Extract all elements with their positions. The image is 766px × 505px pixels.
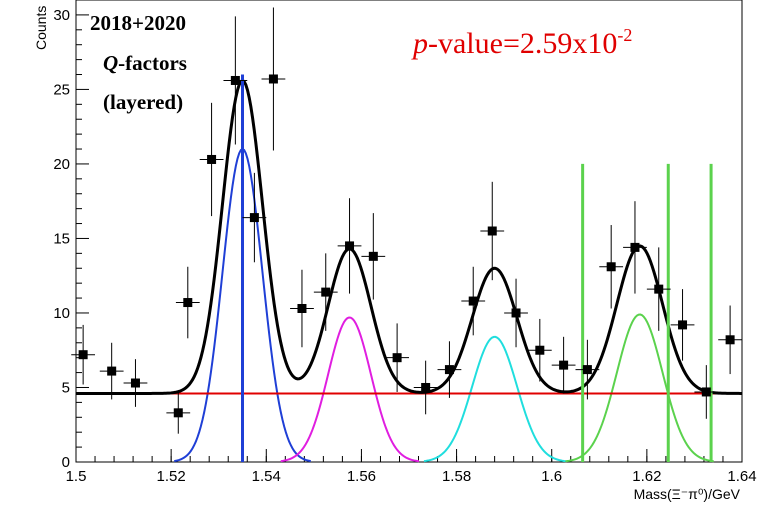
pvalue-label: p-value=2.59x10-2 bbox=[411, 25, 632, 60]
x-tick-label: 1.52 bbox=[157, 468, 186, 485]
point-marker bbox=[421, 382, 431, 392]
y-tick-label: 0 bbox=[62, 454, 70, 471]
data-point bbox=[718, 305, 742, 375]
pvalue-exponent: -2 bbox=[617, 25, 632, 45]
data-point bbox=[123, 359, 148, 407]
x-axis-title: Mass(Ξ⁻π⁰)/GeV bbox=[634, 486, 741, 502]
x-tick-label: 1.5 bbox=[66, 468, 87, 485]
point-marker bbox=[444, 365, 454, 375]
data-point bbox=[71, 324, 96, 385]
point-marker bbox=[582, 365, 592, 375]
data-point bbox=[290, 269, 314, 348]
annotation-q-italic: Q bbox=[103, 51, 118, 75]
pvalue-text: -value=2.59x10 bbox=[428, 27, 617, 60]
data-point bbox=[694, 365, 719, 419]
point-marker bbox=[297, 303, 307, 313]
annotation-line-2: Q-factors bbox=[103, 51, 187, 75]
point-marker bbox=[321, 287, 331, 297]
point-marker bbox=[107, 366, 117, 376]
data-points bbox=[71, 7, 742, 434]
point-marker bbox=[345, 241, 355, 251]
data-point bbox=[575, 339, 600, 400]
point-marker bbox=[183, 298, 193, 308]
point-marker bbox=[559, 360, 569, 370]
data-point bbox=[313, 253, 338, 331]
data-point bbox=[646, 247, 671, 331]
data-point bbox=[99, 342, 124, 400]
point-marker bbox=[606, 262, 616, 272]
point-marker bbox=[173, 408, 183, 418]
pvalue-p: p bbox=[411, 27, 428, 60]
data-point bbox=[223, 16, 248, 145]
point-marker bbox=[368, 251, 378, 261]
data-point bbox=[551, 336, 576, 394]
data-point bbox=[461, 266, 486, 336]
annotation-line-1: 2018+2020 bbox=[90, 11, 186, 35]
point-marker bbox=[725, 335, 735, 345]
x-tick-label: 1.58 bbox=[442, 468, 471, 485]
data-point bbox=[337, 198, 362, 294]
point-marker bbox=[230, 75, 240, 85]
data-point bbox=[199, 102, 224, 217]
vertical-markers bbox=[241, 74, 713, 462]
data-point bbox=[413, 360, 438, 415]
data-point bbox=[623, 201, 647, 294]
y-tick-label: 5 bbox=[62, 379, 70, 396]
x-tick-label: 1.54 bbox=[252, 468, 281, 485]
annotation-line-3: (layered) bbox=[103, 90, 183, 114]
data-point bbox=[437, 341, 462, 398]
data-point bbox=[261, 7, 286, 151]
fit-curves bbox=[76, 78, 742, 463]
data-point bbox=[670, 289, 695, 361]
annotation-factors: -factors bbox=[118, 51, 187, 75]
total-fit-curve bbox=[76, 78, 742, 395]
point-marker bbox=[511, 308, 521, 318]
x-tick-label: 1.62 bbox=[632, 468, 661, 485]
signal-peak-4-curve bbox=[565, 313, 714, 463]
point-marker bbox=[392, 353, 402, 363]
data-point bbox=[480, 181, 505, 281]
axis-ticks: 1.5 1.52 1.54 1.56 1.58 1.6 1.62 1.64 0 5 10 15 20 25… bbox=[53, 0, 757, 485]
y-tick-label: 30 bbox=[53, 7, 70, 24]
point-marker bbox=[487, 226, 497, 236]
data-point bbox=[242, 172, 267, 263]
y-tick-label: 15 bbox=[53, 230, 70, 247]
point-marker bbox=[78, 350, 88, 360]
point-marker bbox=[678, 320, 688, 330]
point-marker bbox=[468, 296, 478, 306]
point-marker bbox=[130, 378, 140, 388]
data-point bbox=[504, 278, 528, 348]
x-tick-label: 1.56 bbox=[347, 468, 376, 485]
point-marker bbox=[630, 242, 640, 252]
point-marker bbox=[701, 387, 711, 397]
data-point bbox=[361, 213, 386, 300]
y-axis-title: Counts bbox=[33, 6, 49, 50]
y-tick-label: 10 bbox=[53, 305, 70, 322]
y-tick-label: 25 bbox=[53, 81, 70, 98]
plot-frame bbox=[75, 0, 743, 463]
x-tick-label: 1.6 bbox=[541, 468, 562, 485]
point-marker bbox=[249, 213, 259, 223]
point-marker bbox=[535, 345, 545, 355]
data-point bbox=[599, 225, 624, 309]
data-point bbox=[166, 391, 191, 434]
point-marker bbox=[268, 74, 278, 84]
data-point bbox=[385, 323, 409, 392]
signal-peak-2-curve bbox=[280, 316, 420, 463]
point-marker bbox=[207, 154, 217, 164]
y-tick-label: 20 bbox=[53, 156, 70, 173]
x-tick-label: 1.64 bbox=[727, 468, 756, 485]
data-point bbox=[527, 318, 552, 382]
point-marker bbox=[654, 284, 664, 294]
data-point bbox=[175, 266, 200, 339]
signal-peak-3-curve bbox=[423, 335, 566, 463]
